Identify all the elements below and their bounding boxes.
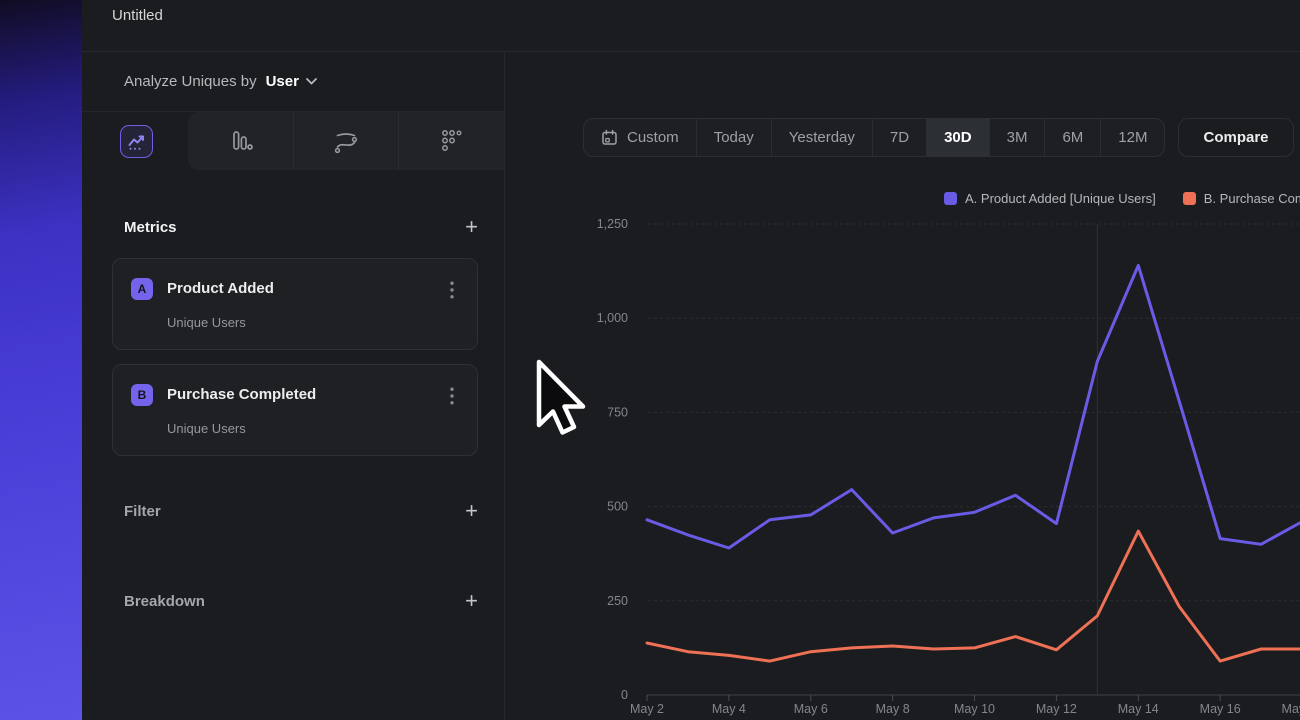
svg-text:May 8: May 8 xyxy=(876,702,910,716)
metric-menu-button[interactable] xyxy=(444,385,460,407)
metric-name: Purchase Completed xyxy=(167,386,316,403)
tab-bar-chart[interactable] xyxy=(188,112,293,170)
line-chart-icon xyxy=(126,132,147,152)
metric-measure[interactable]: Unique Users xyxy=(167,315,246,330)
metric-menu-button[interactable] xyxy=(444,279,460,301)
add-filter-button[interactable]: + xyxy=(465,501,478,521)
flow-icon xyxy=(332,128,360,154)
svg-text:May 14: May 14 xyxy=(1118,702,1159,716)
chevron-down-icon xyxy=(306,78,317,85)
filter-header: Filter + xyxy=(124,496,478,526)
top-header: Untitled xyxy=(82,0,1300,52)
metric-card-b[interactable]: B Purchase Completed Unique Users xyxy=(112,364,478,456)
kebab-icon xyxy=(450,281,454,299)
metrics-title: Metrics xyxy=(124,219,177,236)
metrics-header: Metrics + xyxy=(124,212,478,242)
app-root: Untitled Analyze Uniques by User xyxy=(0,0,1300,720)
breakdown-title: Breakdown xyxy=(124,593,205,610)
metric-badge-b: B xyxy=(131,384,153,406)
kebab-icon xyxy=(450,387,454,405)
tab-flow[interactable] xyxy=(293,112,399,170)
chart-panel: CustomTodayYesterday7D30D3M6M12M Compare… xyxy=(505,52,1300,720)
svg-text:May 18: May 18 xyxy=(1282,702,1300,716)
tab-dots-grid[interactable] xyxy=(398,112,504,170)
svg-text:May 10: May 10 xyxy=(954,702,995,716)
metric-name: Product Added xyxy=(167,280,274,297)
report-title[interactable]: Untitled xyxy=(112,7,163,24)
svg-text:250: 250 xyxy=(607,594,628,608)
analyze-by-dropdown[interactable]: User xyxy=(266,73,317,90)
breakdown-header: Breakdown + xyxy=(124,586,478,616)
chart-plot-area: 0 250 500 750 1,000 1,250 May 2 May 4 May 6 May 8… xyxy=(597,217,1300,716)
metric-card-a[interactable]: A Product Added Unique Users xyxy=(112,258,478,350)
analyze-by-value: User xyxy=(266,73,299,90)
line-chart: 0 250 500 750 1,000 1,250 May 2 May 4 May 6 May 8… xyxy=(505,52,1300,720)
chart-type-tab-strip xyxy=(188,112,504,170)
svg-text:500: 500 xyxy=(607,500,628,514)
series-line[interactable] xyxy=(647,265,1300,548)
tab-line-chart-selected[interactable] xyxy=(120,125,153,158)
analyze-row: Analyze Uniques by User xyxy=(82,52,504,112)
svg-text:750: 750 xyxy=(607,405,628,419)
left-gradient-strip xyxy=(0,0,82,720)
query-sidebar: Analyze Uniques by User xyxy=(82,52,505,720)
metric-badge-a: A xyxy=(131,278,153,300)
svg-text:May 16: May 16 xyxy=(1200,702,1241,716)
analytics-app: Untitled Analyze Uniques by User xyxy=(82,0,1300,720)
add-metric-button[interactable]: + xyxy=(465,217,478,237)
filter-title: Filter xyxy=(124,503,161,520)
metric-measure[interactable]: Unique Users xyxy=(167,421,246,436)
dots-grid-icon xyxy=(439,128,465,154)
svg-text:May 6: May 6 xyxy=(794,702,828,716)
svg-text:May 2: May 2 xyxy=(630,702,664,716)
svg-text:May 4: May 4 xyxy=(712,702,746,716)
add-breakdown-button[interactable]: + xyxy=(465,591,478,611)
bar-chart-icon xyxy=(227,128,254,154)
series-line[interactable] xyxy=(647,531,1300,661)
svg-text:1,000: 1,000 xyxy=(597,311,628,325)
svg-text:0: 0 xyxy=(621,688,628,702)
chart-type-tabs xyxy=(82,112,504,170)
svg-text:May 12: May 12 xyxy=(1036,702,1077,716)
svg-text:1,250: 1,250 xyxy=(597,217,628,231)
analyze-label: Analyze Uniques by xyxy=(124,73,257,90)
